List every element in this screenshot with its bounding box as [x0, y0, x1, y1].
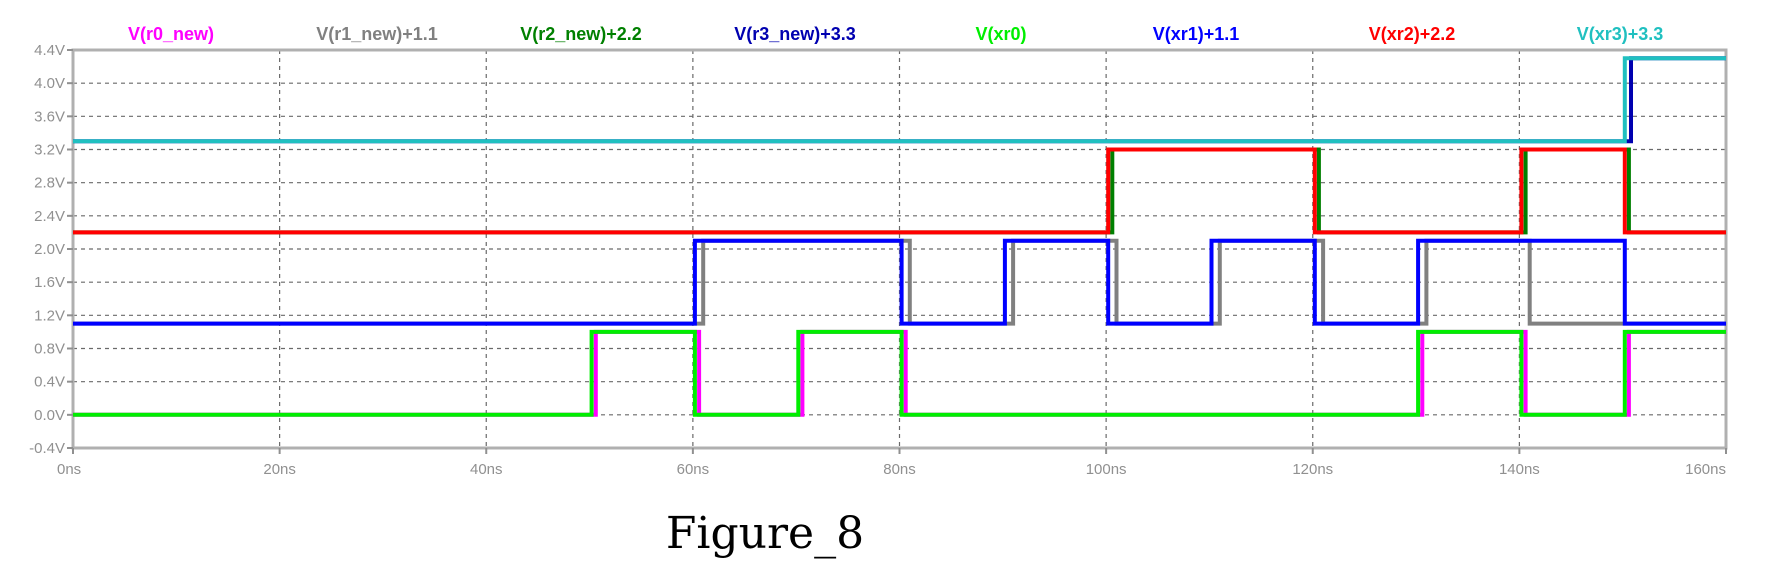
x-tick-label: 160ns	[1685, 461, 1726, 478]
y-tick-label: 4.4V	[34, 42, 65, 59]
x-tick-label: 0ns	[57, 461, 81, 478]
y-tick-label: 3.6V	[34, 108, 65, 125]
x-tick-label: 20ns	[263, 461, 296, 478]
series-layer	[73, 56, 1726, 417]
legend-entry: V(xr0)	[975, 24, 1026, 44]
y-tick-label: 1.6V	[34, 274, 65, 291]
legend-entry: V(r0_new)	[128, 24, 214, 44]
y-tick-label: 2.4V	[34, 208, 65, 225]
y-tick-label: 1.2V	[34, 307, 65, 324]
y-tick-label: 3.2V	[34, 142, 65, 159]
legend-entry: V(xr1)+1.1	[1153, 24, 1240, 44]
legend-entry: V(r3_new)+3.3	[734, 24, 856, 44]
y-tick-label: 0.8V	[34, 341, 65, 358]
legend-entry: V(r2_new)+2.2	[520, 24, 642, 44]
x-tick-label: 80ns	[883, 461, 916, 478]
series-line	[73, 147, 1726, 235]
series-line	[73, 56, 1726, 144]
legend-entry: V(xr3)+3.3	[1577, 24, 1664, 44]
y-tick-label: -0.4V	[29, 440, 65, 457]
legend-entry: V(xr2)+2.2	[1369, 24, 1456, 44]
series-line	[73, 329, 1726, 417]
y-tick-label: 2.0V	[34, 241, 65, 258]
x-tick-label: 120ns	[1292, 461, 1333, 478]
ticks-layer: 4.4V 4.0V 3.6V 3.2V 2.8V 2.4V 2.0V 1.6V 1.2V 0.8V…	[29, 42, 1727, 478]
x-tick-label: 140ns	[1499, 461, 1540, 478]
x-tick-label: 100ns	[1086, 461, 1127, 478]
series-line	[73, 238, 1726, 326]
legend-layer: V(r0_new) V(r1_new)+1.1 V(r2_new)+2.2 V(r3_…	[128, 24, 1663, 44]
figure-caption: Figure_8	[666, 508, 864, 559]
legend-entry: V(r1_new)+1.1	[316, 24, 438, 44]
y-tick-label: 0.0V	[34, 407, 65, 424]
x-tick-label: 40ns	[470, 461, 503, 478]
y-tick-label: 0.4V	[34, 374, 65, 391]
x-tick-label: 60ns	[677, 461, 710, 478]
y-tick-label: 4.0V	[34, 75, 65, 92]
y-tick-label: 2.8V	[34, 175, 65, 192]
